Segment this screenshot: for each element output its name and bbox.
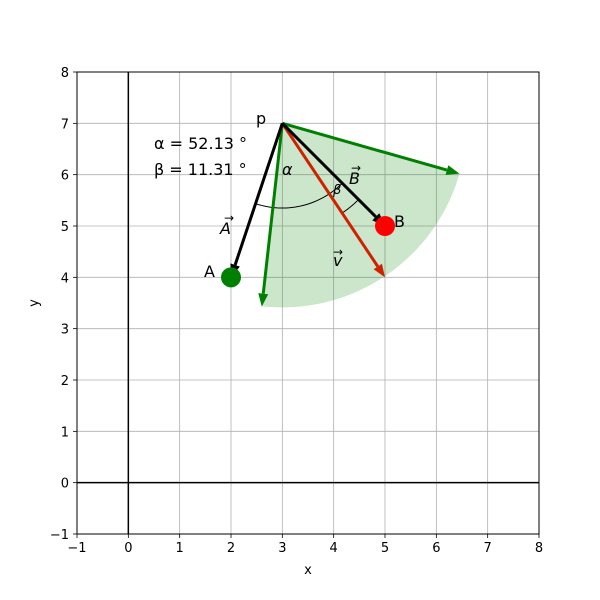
y-tick-label: 1 bbox=[61, 425, 69, 440]
y-tick-label: 2 bbox=[61, 374, 69, 389]
plot-frame bbox=[76, 71, 540, 535]
axis-ticks: −1 0 1 2 3 4 5 6 7 8 −1 0 1 2 3 4 5 6 7 8 bbox=[50, 66, 543, 556]
y-tick-label: −1 bbox=[50, 528, 69, 543]
x-tick-label: 3 bbox=[278, 541, 286, 556]
x-tick-label: −1 bbox=[67, 541, 86, 556]
cone-edge-2-arrow-head bbox=[258, 293, 269, 307]
point-a-marker bbox=[221, 267, 241, 288]
alpha-symbol: α bbox=[282, 160, 293, 179]
vector-v-arrow-shaft bbox=[281, 122, 380, 268]
vector-v-label: v bbox=[333, 251, 343, 270]
x-tick-label: 0 bbox=[124, 541, 132, 556]
vector-v-arrow-head bbox=[373, 263, 385, 278]
y-tick-label: 5 bbox=[61, 220, 69, 235]
vector-v-arrow-accent: → bbox=[333, 245, 343, 259]
cone-edge-1-arrow-head bbox=[445, 165, 460, 175]
point-b-label: B bbox=[394, 212, 405, 231]
y-tick-label: 8 bbox=[61, 66, 69, 81]
x-axis-label: x bbox=[304, 563, 312, 578]
vector-a-label: A bbox=[219, 219, 231, 238]
alpha-value-text: α = 52.13 ° bbox=[154, 134, 247, 153]
vector-a-arrow-shaft bbox=[233, 122, 284, 266]
y-tick-label: 7 bbox=[61, 117, 69, 132]
point-b-marker bbox=[375, 216, 395, 236]
y-axis-label: y bbox=[27, 299, 42, 307]
beta-angle-arc bbox=[341, 199, 359, 214]
x-tick-label: 7 bbox=[484, 541, 492, 556]
cone-sector bbox=[261, 123, 460, 308]
y-tick-label: 3 bbox=[61, 323, 69, 338]
x-tick-label: 1 bbox=[176, 541, 184, 556]
x-tick-label: 2 bbox=[227, 541, 235, 556]
vector-b-label: B bbox=[349, 169, 360, 188]
vector-b-arrow-accent: → bbox=[351, 161, 361, 175]
x-tick-label: 4 bbox=[330, 541, 338, 556]
cone-edge-2-arrow-shaft bbox=[261, 123, 284, 294]
vector-a-arrow-accent: → bbox=[224, 211, 234, 225]
y-tick-label: 0 bbox=[61, 477, 69, 492]
y-tick-label: 4 bbox=[61, 271, 69, 286]
beta-symbol: β bbox=[332, 183, 341, 198]
point-a-label: A bbox=[204, 262, 215, 281]
beta-value-text: β = 11.31 ° bbox=[154, 160, 247, 179]
cone-edge-1-arrow-shaft bbox=[281, 121, 448, 172]
y-tick-label: 6 bbox=[61, 169, 69, 184]
x-tick-label: 8 bbox=[535, 541, 543, 556]
x-tick-label: 6 bbox=[432, 541, 440, 556]
vector-b-arrow-shaft bbox=[281, 122, 377, 218]
x-tick-label: 5 bbox=[381, 541, 389, 556]
point-p-label: p bbox=[256, 109, 266, 128]
arrows bbox=[230, 121, 460, 307]
